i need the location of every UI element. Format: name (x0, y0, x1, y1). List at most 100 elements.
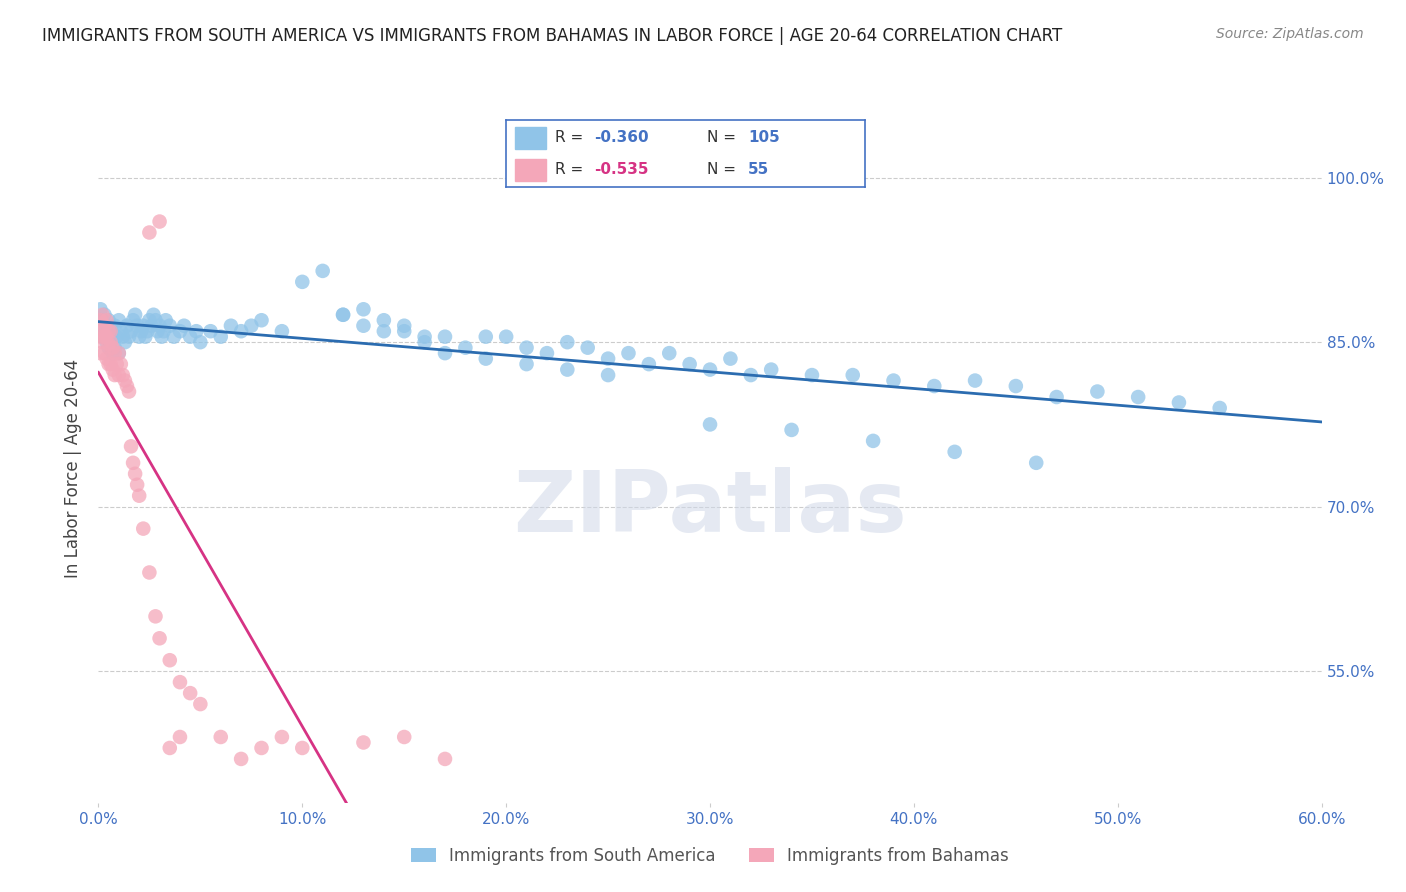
Point (118, 329, 141, 343)
Point (1167, 395, 1189, 409)
Point (557, 335, 579, 350)
Point (250, 313, 273, 327)
Point (291, 741, 314, 756)
Point (965, 374, 987, 388)
Point (658, 346, 681, 360)
Point (100, 324, 122, 338)
Point (96, 335, 118, 350)
Point (124, 467, 146, 481)
Point (122, 456, 145, 470)
Point (93, 329, 115, 343)
Point (373, 313, 395, 327)
Point (122, 313, 145, 327)
Point (159, 318, 181, 333)
Point (145, 609, 167, 624)
Point (454, 341, 477, 355)
Text: 55: 55 (748, 162, 769, 178)
Point (1025, 456, 1047, 470)
Point (132, 522, 155, 536)
Point (179, 329, 201, 343)
Point (352, 302, 374, 317)
Point (118, 384, 141, 399)
Point (96, 318, 118, 333)
Point (516, 341, 538, 355)
Point (111, 329, 134, 343)
Point (105, 329, 128, 343)
Point (138, 226, 160, 240)
Text: -0.360: -0.360 (593, 130, 648, 145)
Point (108, 346, 131, 360)
Point (352, 318, 374, 333)
Point (862, 434, 884, 448)
Point (699, 417, 721, 432)
Point (922, 379, 945, 393)
Point (93, 324, 115, 338)
Point (101, 329, 124, 343)
Point (96, 313, 118, 327)
Point (110, 324, 132, 338)
Point (179, 686, 201, 700)
Point (240, 318, 263, 333)
Point (152, 324, 174, 338)
Point (89, 302, 111, 317)
Point (91, 313, 114, 327)
Point (392, 318, 416, 333)
Point (104, 318, 127, 333)
Point (373, 324, 395, 338)
Point (97, 341, 120, 355)
Point (124, 308, 146, 322)
Point (188, 335, 212, 350)
Point (100, 324, 122, 338)
Point (111, 368, 134, 382)
Point (128, 489, 150, 503)
Point (231, 752, 253, 766)
Point (699, 362, 721, 376)
Point (142, 308, 165, 322)
Point (740, 368, 762, 382)
Point (780, 423, 803, 437)
Point (1004, 379, 1026, 393)
Point (720, 351, 742, 366)
Point (332, 308, 354, 322)
Point (638, 357, 661, 371)
Point (120, 324, 142, 338)
Point (127, 318, 149, 333)
Point (145, 313, 167, 327)
Point (173, 318, 195, 333)
Point (108, 368, 131, 382)
Text: 105: 105 (748, 130, 780, 145)
Point (115, 318, 138, 333)
Point (97, 313, 120, 327)
Point (169, 675, 191, 690)
Point (120, 439, 142, 453)
Point (127, 477, 149, 491)
Point (89, 313, 111, 327)
Point (188, 697, 212, 711)
Point (332, 308, 354, 322)
Point (291, 275, 314, 289)
Point (495, 329, 517, 343)
Legend: Immigrants from South America, Immigrants from Bahamas: Immigrants from South America, Immigrant… (405, 840, 1015, 871)
Point (434, 346, 457, 360)
Point (169, 324, 191, 338)
Point (1045, 390, 1069, 404)
Point (186, 324, 208, 338)
Point (163, 329, 186, 343)
Point (93, 346, 115, 360)
Point (598, 368, 620, 382)
Point (105, 357, 128, 371)
Point (474, 351, 498, 366)
Text: IMMIGRANTS FROM SOUTH AMERICA VS IMMIGRANTS FROM BAHAMAS IN LABOR FORCE | AGE 20: IMMIGRANTS FROM SOUTH AMERICA VS IMMIGRA… (42, 27, 1063, 45)
Point (96, 351, 118, 366)
Point (134, 329, 156, 343)
Point (146, 324, 169, 338)
Point (155, 313, 177, 327)
Point (128, 329, 150, 343)
Point (434, 752, 457, 766)
Point (270, 324, 294, 338)
Point (536, 346, 558, 360)
Point (761, 362, 783, 376)
Point (883, 374, 905, 388)
Bar (515, 159, 546, 180)
Point (209, 329, 232, 343)
